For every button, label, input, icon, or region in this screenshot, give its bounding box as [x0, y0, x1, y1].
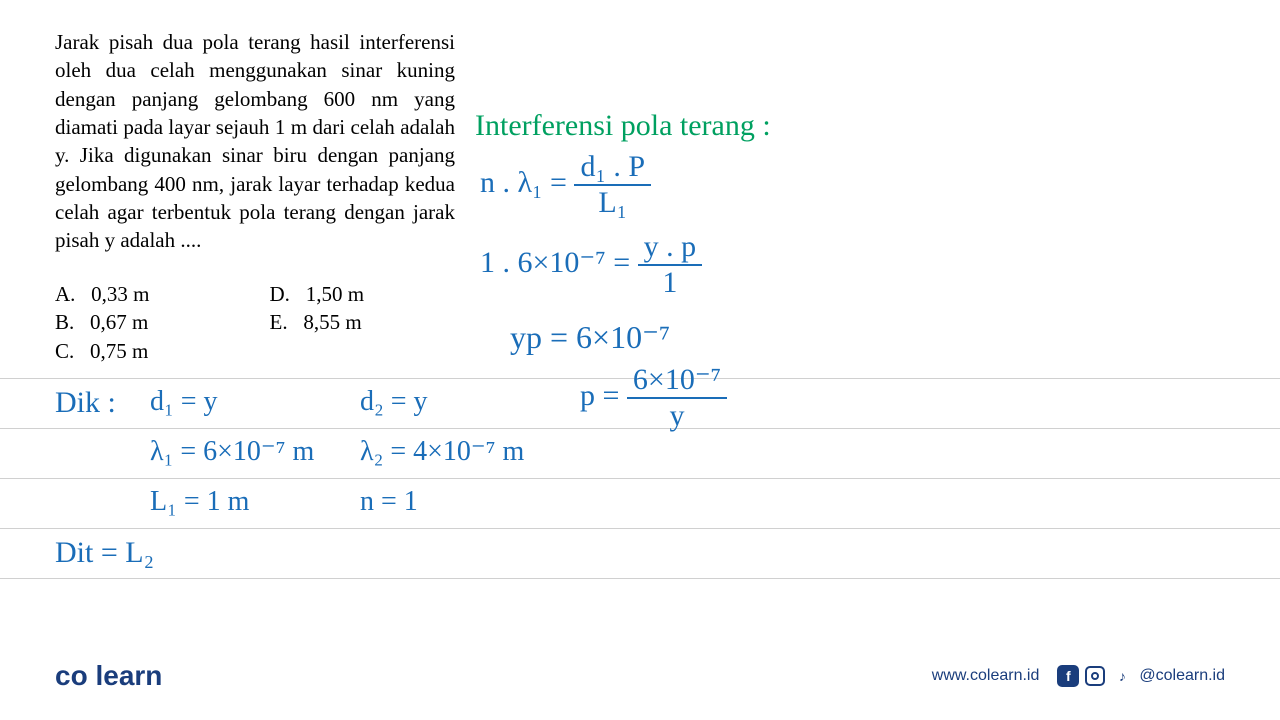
social-icons: f ♪ @colearn.id: [1057, 665, 1225, 687]
hw-dik-d2: d₂ = y: [360, 385, 428, 419]
hw-dik-lambda1: λ₁ = 6×10⁻⁷ m: [150, 435, 314, 469]
footer: co learn www.colearn.id f ♪ @colearn.id: [55, 660, 1225, 692]
question-text: Jarak pisah dua pola terang hasil interf…: [55, 28, 455, 255]
facebook-icon: f: [1057, 665, 1079, 687]
tiktok-icon: ♪: [1111, 665, 1133, 687]
hw-dik-label: Dik :: [55, 385, 116, 421]
options-col-1: A. 0,33 m B. 0,67 m C. 0,75 m: [55, 280, 150, 365]
option-b: B. 0,67 m: [55, 308, 150, 336]
option-c: C. 0,75 m: [55, 337, 150, 365]
footer-right: www.colearn.id f ♪ @colearn.id: [932, 665, 1225, 687]
ruled-line: [0, 578, 1280, 579]
option-d: D. 1,50 m: [270, 280, 365, 308]
hw-dik-n: n = 1: [360, 485, 418, 519]
ruled-line: [0, 528, 1280, 529]
hw-dit: Dit = L₂: [55, 535, 154, 571]
brand-logo: co learn: [55, 660, 162, 692]
option-e: E. 8,55 m: [270, 308, 365, 336]
page: Jarak pisah dua pola terang hasil interf…: [0, 0, 1280, 720]
option-a: A. 0,33 m: [55, 280, 150, 308]
ruled-line: [0, 478, 1280, 479]
hw-eq3: yp = 6×10⁻⁷: [510, 318, 670, 356]
hw-eq1: n . λ₁ = d₁ . PL₁: [480, 152, 651, 218]
hw-title: Interferensi pola terang :: [475, 108, 771, 144]
footer-url: www.colearn.id: [932, 667, 1040, 685]
hw-eq2: 1 . 6×10⁻⁷ = y . p1: [480, 232, 702, 298]
options-col-2: D. 1,50 m E. 8,55 m: [270, 280, 365, 365]
instagram-icon: [1085, 666, 1105, 686]
hw-eq4: p = 6×10⁻⁷y: [580, 365, 727, 431]
hw-dik-lambda2: λ₂ = 4×10⁻⁷ m: [360, 435, 524, 469]
options-block: A. 0,33 m B. 0,67 m C. 0,75 m D. 1,50 m …: [55, 280, 364, 365]
hw-dik-d1: d₁ = y: [150, 385, 218, 419]
footer-handle: @colearn.id: [1139, 667, 1225, 685]
hw-dik-L1: L₁ = 1 m: [150, 485, 249, 519]
